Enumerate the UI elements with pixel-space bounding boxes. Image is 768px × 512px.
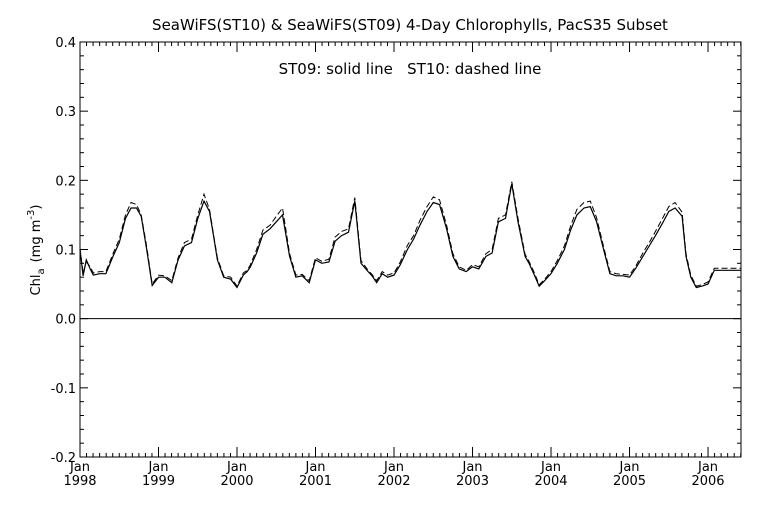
x-tick-month: Jan: [304, 460, 325, 475]
x-tick-year: 2006: [691, 474, 724, 489]
x-tick-year: 2005: [613, 474, 646, 489]
series-line-st10: [79, 181, 741, 288]
svg-text:Chla(mg m-3): Chla (mg m-3): [26, 205, 47, 296]
x-tick-year: 1998: [63, 474, 96, 489]
y-tick-label: 0.0: [55, 313, 76, 328]
ylabel-sup: -3: [26, 210, 37, 220]
chart-title: SeaWiFS(ST10) & SeaWiFS(ST09) 4-Day Chlo…: [152, 16, 668, 34]
y-axis-label: Chla (mg m-3): [26, 205, 47, 296]
ylabel-unit-open: (mg m: [29, 220, 44, 263]
x-tick-month: Jan: [697, 460, 718, 475]
x-tick-month: Jan: [147, 460, 168, 475]
x-axis: Jan1998Jan1999Jan2000Jan2001Jan2002Jan20…: [63, 42, 742, 489]
y-tick-label: -0.2: [51, 451, 76, 466]
y-tick-label: 0.3: [55, 105, 76, 120]
y-tick-label: 0.1: [55, 244, 76, 259]
y-axis: -0.2 -0.1 0.0 0.1 0.2 0.3 0.4: [51, 36, 741, 466]
series-line-st09: [79, 183, 741, 289]
x-tick-month: Jan: [69, 460, 90, 475]
x-tick-month: Jan: [540, 460, 561, 475]
plot-frame: [79, 41, 742, 458]
x-tick-year: 2004: [534, 474, 567, 489]
ylabel-main: Chl: [29, 275, 44, 296]
x-tick-year: 2001: [299, 474, 332, 489]
ylabel-unit-close: ): [29, 205, 44, 210]
x-tick-month: Jan: [226, 460, 247, 475]
x-tick-year: 2003: [456, 474, 489, 489]
y-tick-label: -0.1: [51, 382, 76, 397]
y-tick-label: 0.2: [55, 174, 76, 189]
x-tick-month: Jan: [461, 460, 482, 475]
x-tick-year: 2002: [377, 474, 410, 489]
x-tick-month: Jan: [383, 460, 404, 475]
ylabel-sub: a: [36, 268, 47, 274]
x-tick-year: 1999: [142, 474, 175, 489]
x-tick-year: 2000: [220, 474, 253, 489]
series-lines: [79, 181, 741, 289]
x-tick-month: Jan: [619, 460, 640, 475]
series-annotation: ST09: solid line ST10: dashed line: [279, 60, 542, 78]
y-tick-label: 0.4: [55, 36, 76, 51]
